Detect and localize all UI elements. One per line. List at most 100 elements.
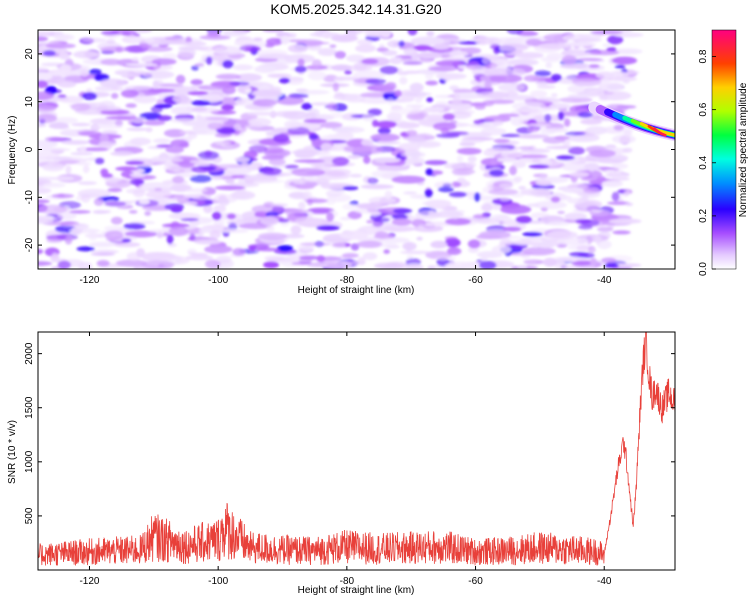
- noise-patch: [347, 155, 361, 159]
- noise-patch: [483, 115, 511, 123]
- noise-patch: [197, 232, 204, 237]
- noise-patch: [403, 47, 418, 56]
- noise-patch: [564, 265, 596, 269]
- noise-patch: [387, 40, 402, 48]
- noise-patch: [151, 58, 177, 66]
- noise-patch: [110, 151, 134, 156]
- noise-patch: [307, 71, 327, 81]
- noise-patch: [361, 58, 379, 65]
- noise-patch: [352, 145, 383, 154]
- noise-patch: [216, 127, 236, 134]
- noise-patch: [341, 261, 367, 265]
- noise-patch: [128, 210, 138, 214]
- noise-patch: [79, 68, 90, 77]
- noise-patch: [517, 264, 528, 269]
- noise-patch: [239, 44, 261, 52]
- noise-patch: [190, 79, 203, 86]
- noise-patch: [589, 149, 616, 158]
- noise-patch: [385, 244, 400, 249]
- noise-patch: [88, 241, 116, 248]
- noise-patch: [405, 213, 412, 217]
- noise-patch: [542, 58, 560, 63]
- noise-patch: [616, 105, 637, 109]
- noise-patch: [172, 194, 190, 203]
- noise-patch: [611, 163, 629, 169]
- noise-patch: [612, 56, 638, 65]
- noise-patch: [194, 63, 205, 67]
- noise-patch: [215, 141, 232, 145]
- noise-patch: [248, 144, 268, 153]
- noise-patch: [191, 65, 200, 71]
- noise-patch: [527, 127, 540, 133]
- noise-patch: [123, 223, 146, 230]
- noise-patch: [545, 145, 572, 150]
- noise-patch: [585, 126, 608, 135]
- noise-patch: [99, 133, 109, 143]
- noise-patch: [427, 265, 436, 269]
- noise-patch: [363, 155, 371, 164]
- noise-patch: [42, 221, 75, 226]
- noise-patch: [403, 92, 433, 97]
- noise-patch: [601, 180, 624, 188]
- noise-patch: [189, 233, 196, 241]
- noise-patch: [297, 58, 305, 67]
- noise-patch: [304, 177, 318, 183]
- noise-patch: [294, 217, 323, 225]
- noise-patch: [531, 159, 542, 163]
- noise-patch: [519, 188, 551, 196]
- noise-patch: [602, 43, 611, 48]
- noise-patch: [221, 104, 235, 111]
- noise-patch: [490, 160, 497, 166]
- noise-patch: [197, 85, 226, 91]
- noise-patch: [451, 168, 476, 175]
- noise-patch: [291, 261, 312, 266]
- noise-patch: [429, 65, 458, 72]
- noise-patch: [406, 130, 418, 136]
- noise-patch: [383, 224, 414, 233]
- noise-patch: [187, 91, 209, 96]
- y-tick-label: 10: [24, 96, 35, 108]
- noise-patch: [425, 168, 434, 176]
- noise-patch: [570, 42, 597, 47]
- noise-patch: [546, 127, 569, 133]
- noise-patch: [207, 122, 223, 130]
- noise-patch: [155, 79, 164, 87]
- y-tick-label: 0: [24, 146, 35, 152]
- noise-patch: [493, 138, 510, 143]
- noise-patch: [535, 80, 549, 85]
- noise-patch: [359, 97, 393, 104]
- noise-patch: [423, 106, 445, 113]
- noise-patch: [484, 80, 492, 90]
- noise-patch: [511, 101, 546, 111]
- noise-patch: [506, 30, 524, 35]
- noise-patch: [364, 32, 389, 37]
- noise-patch: [76, 246, 95, 252]
- noise-patch: [450, 210, 460, 220]
- noise-patch: [61, 140, 91, 145]
- noise-patch: [251, 89, 280, 97]
- noise-patch: [482, 56, 490, 65]
- x-tick-label: -80: [340, 576, 355, 587]
- noise-patch: [611, 266, 633, 269]
- noise-patch: [489, 74, 523, 83]
- noise-patch: [383, 249, 391, 254]
- noise-patch: [557, 210, 565, 215]
- noise-patch: [103, 176, 122, 183]
- x-tick-label: -120: [79, 576, 99, 587]
- noise-patch: [222, 30, 248, 37]
- noise-patch: [138, 199, 150, 205]
- noise-patch: [571, 260, 592, 267]
- noise-patch: [322, 31, 333, 39]
- noise-patch: [90, 252, 116, 256]
- noise-patch: [252, 37, 263, 42]
- noise-patch: [439, 38, 467, 42]
- spectrogram-y-ticks: -20 -10 0 10 20: [24, 48, 675, 252]
- noise-patch: [264, 148, 291, 158]
- noise-patch: [175, 74, 186, 84]
- noise-patch: [499, 183, 513, 189]
- noise-patch: [100, 168, 109, 176]
- noise-patch: [199, 35, 231, 40]
- noise-patch: [316, 174, 332, 183]
- snr-frame: [37, 331, 676, 571]
